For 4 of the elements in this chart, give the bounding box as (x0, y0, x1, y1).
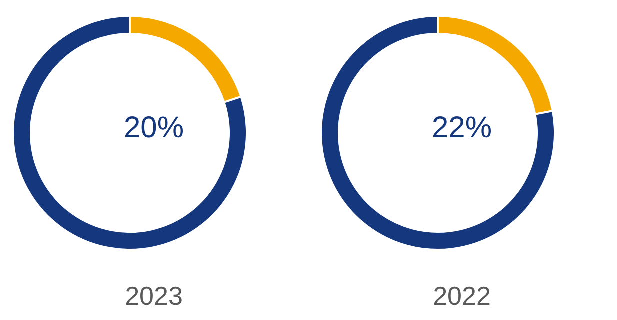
text: 2023 (125, 281, 183, 311)
text: 2022 (433, 281, 491, 311)
text: 20% (124, 112, 184, 144)
text: 22% (432, 112, 492, 144)
